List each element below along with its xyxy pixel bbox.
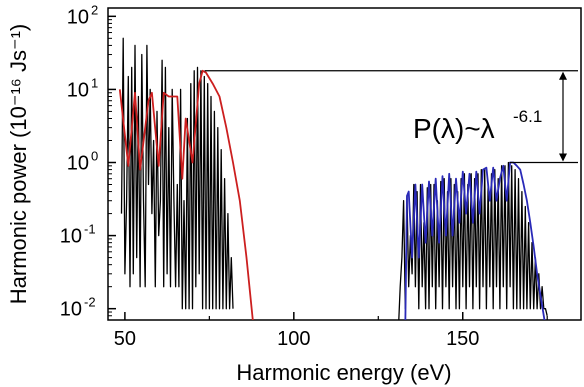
power-law-annotation: P(λ)~λ	[413, 113, 495, 144]
x-tick-label: 100	[277, 328, 310, 350]
x-axis-title: Harmonic energy (eV)	[236, 360, 451, 385]
y-tick-label: 10	[60, 299, 82, 321]
annotation-layer: P(λ)~λ -6.1	[204, 70, 578, 164]
series-layer	[118, 37, 548, 320]
y-tick-exponent: 2	[91, 2, 98, 17]
y-tick-label: 10	[67, 6, 89, 28]
y-tick-exponent: 0	[91, 149, 98, 164]
series-line-1	[398, 161, 548, 320]
power-law-exponent: -6.1	[513, 107, 542, 126]
y-tick-exponent: -1	[84, 222, 96, 237]
series-line-3	[404, 161, 546, 320]
x-tick-label: 50	[114, 328, 136, 350]
y-axis-title: Harmonic power (10⁻¹⁶ Js⁻¹)	[6, 24, 31, 304]
y-tick-label: 10	[67, 153, 89, 175]
x-tick-label: 150	[446, 328, 479, 350]
y-tick-exponent: 1	[91, 75, 98, 90]
arrow-head-down	[559, 153, 567, 162]
y-tick-label: 10	[67, 79, 89, 101]
series-line-2	[118, 69, 254, 320]
arrow-head-up	[559, 71, 567, 80]
series-line-0	[120, 37, 234, 310]
y-tick-label: 10	[60, 226, 82, 248]
y-tick-exponent: -2	[84, 295, 96, 310]
plot-frame	[107, 7, 582, 321]
